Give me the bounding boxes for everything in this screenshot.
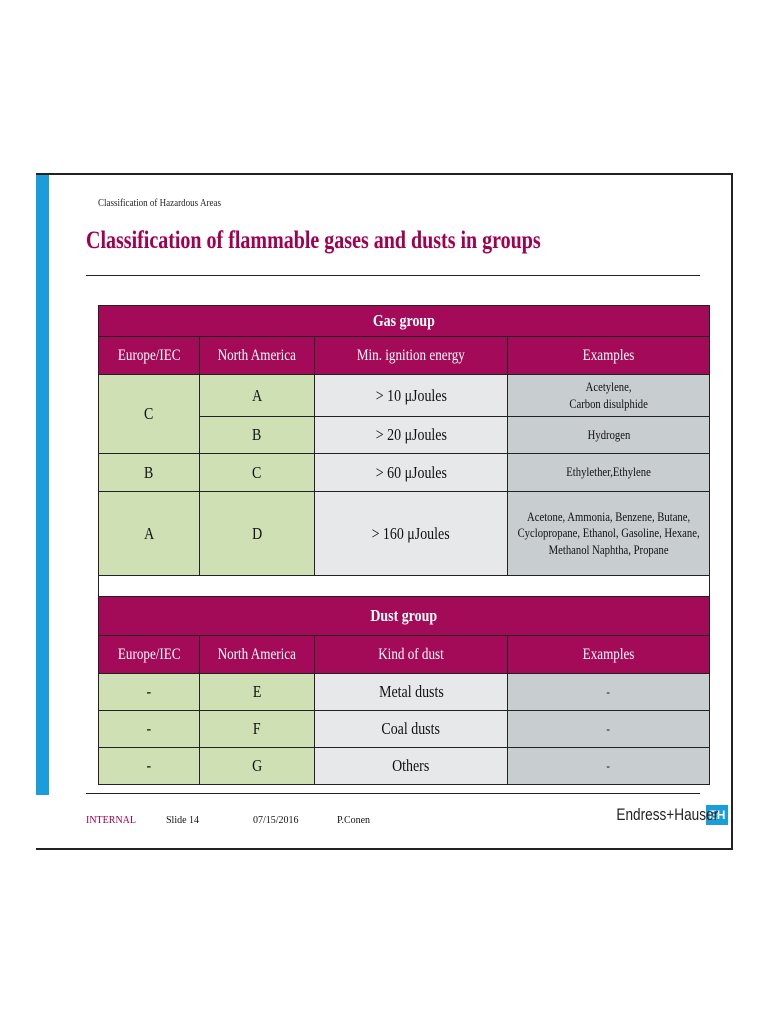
table-row: - F Coal dusts - bbox=[98, 710, 711, 748]
table-spacer-row bbox=[98, 575, 710, 596]
table-row: C A > 10 μJoules Acetylene, Carbon disul… bbox=[98, 374, 710, 454]
table-row: - E Metal dusts - bbox=[98, 673, 711, 711]
examples-cell: - bbox=[506, 747, 711, 785]
europe-cell: - bbox=[98, 710, 200, 748]
column-header-ignition-energy: Min. ignition energy bbox=[314, 336, 508, 375]
ignition-energy-cell: > 20 μJoules bbox=[314, 416, 508, 454]
examples-cell: - bbox=[506, 673, 711, 711]
europe-cell: - bbox=[98, 747, 200, 785]
europe-cell: A bbox=[98, 491, 200, 576]
slide-author: P.Conen bbox=[337, 815, 371, 826]
examples-cell: Hydrogen bbox=[507, 416, 710, 454]
spacer-cell bbox=[98, 575, 710, 596]
brand-name: Endress+Hauser bbox=[616, 805, 719, 824]
slide: Classification of Hazardous Areas Classi… bbox=[36, 173, 733, 850]
brand-mark-icon: EH bbox=[706, 805, 729, 825]
examples-cell: - bbox=[506, 710, 711, 748]
table-row: - G Others - bbox=[98, 747, 711, 785]
column-header-europe: Europe/IEC bbox=[98, 336, 200, 375]
ignition-energy-cell: > 160 μJoules bbox=[314, 491, 508, 576]
table-row: B C > 60 μJoules Ethylether,Ethylene bbox=[98, 453, 710, 492]
ignition-energy-cell: > 60 μJoules bbox=[314, 453, 508, 492]
footer-divider bbox=[86, 793, 700, 794]
accent-bar bbox=[36, 175, 49, 795]
gas-group-header: Gas group bbox=[98, 305, 710, 337]
slide-subtitle: Classification of Hazardous Areas bbox=[98, 197, 221, 209]
ignition-energy-cell: > 10 μJoules bbox=[314, 374, 508, 417]
north-america-cell: D bbox=[199, 491, 315, 576]
north-america-cell: C bbox=[199, 453, 315, 492]
kind-of-dust-cell: Metal dusts bbox=[314, 673, 508, 711]
slide-date: 07/15/2016 bbox=[253, 815, 299, 826]
examples-cell: Acetone, Ammonia, Benzene, Butane, Cyclo… bbox=[507, 491, 710, 576]
column-header-north-america: North America bbox=[199, 336, 315, 375]
brand-logo: Endress+Hauser EH bbox=[591, 805, 729, 825]
slide-number: Slide 14 bbox=[166, 815, 200, 826]
north-america-cell: G bbox=[199, 747, 315, 785]
column-header-europe: Europe/IEC bbox=[98, 635, 200, 674]
north-america-cell: E bbox=[199, 673, 315, 711]
column-header-north-america: North America bbox=[199, 635, 315, 674]
table-row: A D > 160 μJoules Acetone, Ammonia, Benz… bbox=[98, 491, 710, 576]
dust-group-table: Dust group Europe/IEC North America Kind… bbox=[97, 596, 711, 785]
column-header-examples: Examples bbox=[507, 336, 710, 375]
kind-of-dust-cell: Others bbox=[314, 747, 508, 785]
kind-of-dust-cell: Coal dusts bbox=[314, 710, 508, 748]
north-america-cell: A bbox=[199, 374, 315, 417]
north-america-cell: B bbox=[199, 416, 315, 454]
europe-cell: C bbox=[98, 374, 200, 454]
north-america-cell: F bbox=[199, 710, 315, 748]
gas-group-table: Gas group Europe/IEC North America Min. … bbox=[98, 305, 710, 596]
column-header-kind-of-dust: Kind of dust bbox=[314, 635, 508, 674]
europe-cell: B bbox=[98, 453, 200, 492]
classification-label: INTERNAL bbox=[86, 815, 136, 826]
europe-cell: - bbox=[98, 673, 200, 711]
title-divider bbox=[86, 275, 700, 276]
examples-cell: Acetylene, Carbon disulphide bbox=[507, 374, 710, 417]
dust-group-header: Dust group bbox=[97, 596, 711, 636]
examples-cell: Ethylether,Ethylene bbox=[507, 453, 710, 492]
table-row: B > 20 μJoules Hydrogen bbox=[99, 416, 710, 454]
slide-title: Classification of flammable gases and du… bbox=[86, 227, 541, 254]
column-header-examples: Examples bbox=[506, 635, 711, 674]
